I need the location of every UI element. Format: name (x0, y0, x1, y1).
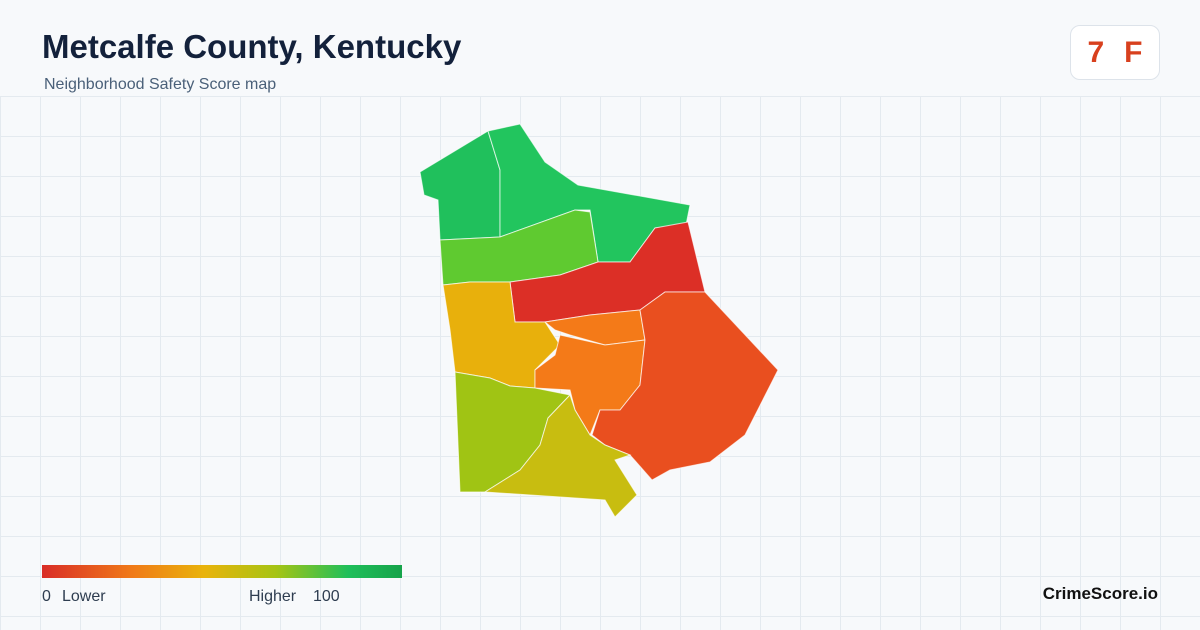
legend-min: 0 (42, 588, 51, 605)
region (591, 291, 779, 481)
legend-min-label: Lower (62, 588, 106, 605)
legend-max: 100 (313, 588, 340, 605)
legend-gradient (42, 565, 402, 578)
region (483, 394, 638, 518)
grade: F (1124, 35, 1143, 69)
subtitle: Neighborhood Safety Score map (44, 76, 277, 93)
header-band (0, 0, 1200, 96)
title: Metcalfe County, Kentucky (42, 28, 462, 65)
region (419, 130, 501, 241)
score-badge: 7 F (1070, 25, 1160, 80)
legend-max-label: Higher (249, 588, 297, 605)
score: 7 (1087, 35, 1105, 69)
brand: CrimeScore.io (1042, 584, 1158, 603)
